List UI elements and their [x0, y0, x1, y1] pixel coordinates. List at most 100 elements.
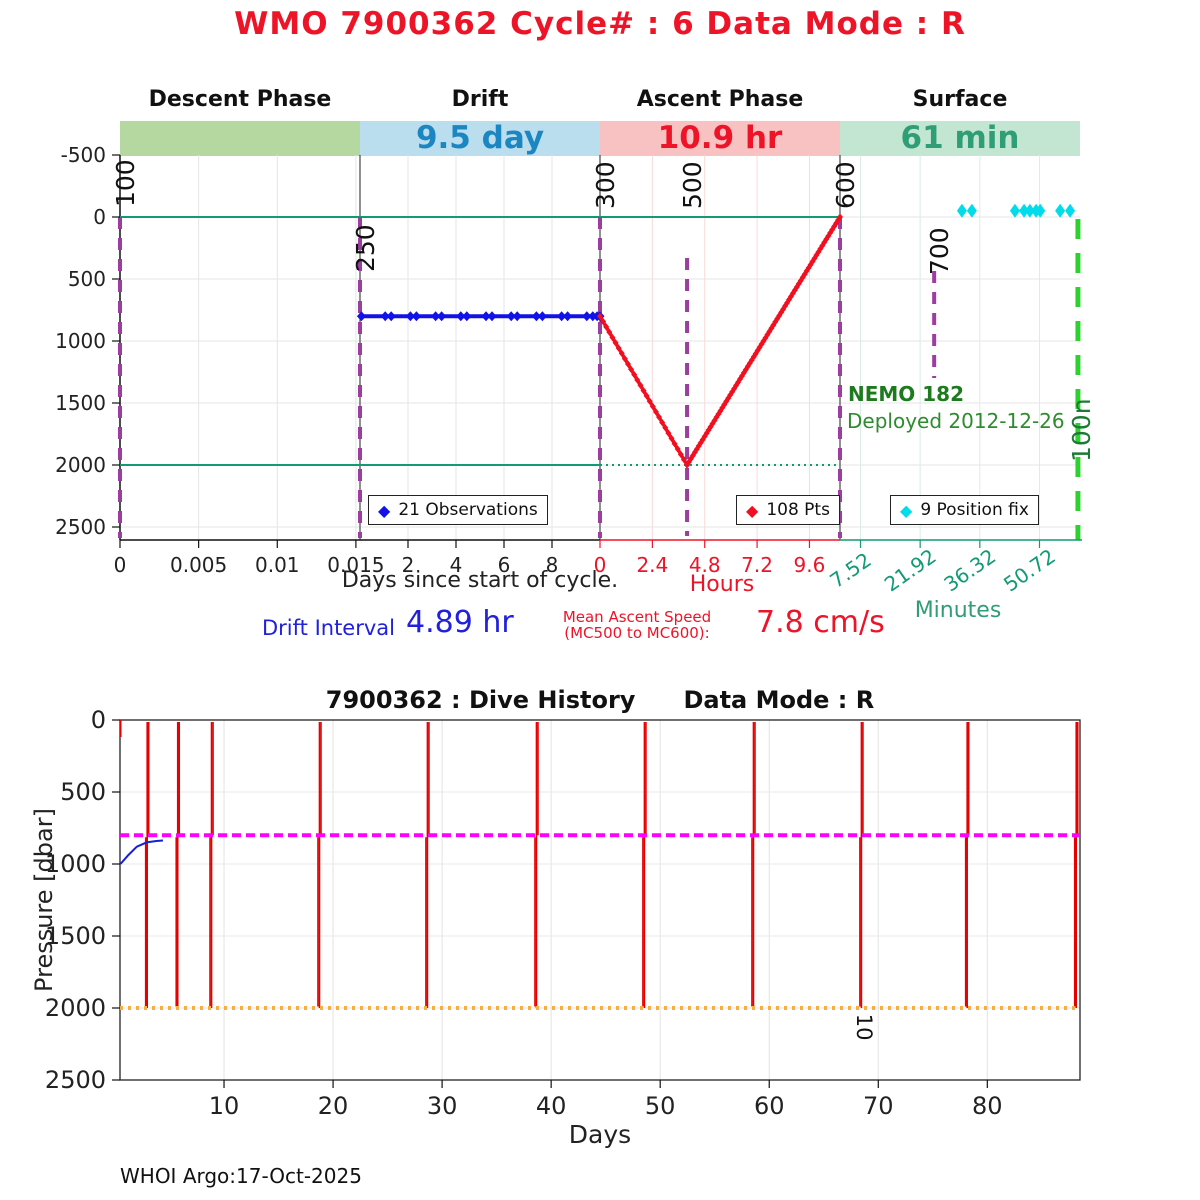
- x-tick-label: 4: [450, 553, 463, 577]
- x-tick-label-bottom: 40: [536, 1092, 567, 1120]
- mc-label-500: 500: [678, 161, 707, 209]
- mc-label-250: 250: [351, 224, 380, 272]
- position-fix-marker: [1024, 203, 1035, 218]
- position-fix-marker: [1065, 203, 1076, 218]
- ascent-profile-marker: [671, 440, 678, 448]
- deployed-date-annotation: Deployed 2012-12-26: [847, 409, 1065, 433]
- x-tick-label-minutes: 7.52: [825, 548, 875, 593]
- ascent-profile-marker: [680, 456, 687, 464]
- ascent-profile-marker: [668, 434, 675, 442]
- red-diamond-icon: ◆: [746, 500, 759, 520]
- y-tick-label: 2000: [55, 453, 106, 477]
- y-tick-label: 0: [93, 205, 106, 229]
- drift-observation-marker: [487, 311, 497, 322]
- surface-duration-value: 61 min: [900, 120, 1020, 156]
- phase-band-0: [120, 121, 360, 156]
- ascent-profile-marker: [600, 318, 607, 326]
- ascent-profile-marker: [603, 323, 610, 331]
- phase-title-ascent: Ascent Phase: [636, 87, 804, 112]
- dive-history-title: 7900362 : Dive History Data Mode : R: [0, 686, 1200, 714]
- ascent-profile-marker: [652, 408, 659, 416]
- x-tick-label-bottom: 70: [863, 1092, 894, 1120]
- drift-observation-marker: [506, 311, 516, 322]
- drift-observation-marker: [537, 311, 547, 322]
- ascent-profile-marker: [640, 387, 647, 395]
- mc-label-300: 300: [591, 161, 620, 209]
- phase-title-descent: Descent Phase: [148, 87, 332, 112]
- x-tick-label: 0.015: [327, 553, 384, 577]
- drift-observation-marker: [456, 311, 466, 322]
- mc-label-100n: 100n: [1067, 398, 1096, 462]
- x-tick-label-bottom: 60: [754, 1092, 785, 1120]
- drift-observation-marker: [563, 311, 573, 322]
- mc-label-700: 700: [925, 227, 954, 275]
- drift-observation-marker: [411, 311, 421, 322]
- ascent-profile-marker: [621, 355, 628, 363]
- legend-position-fix: ◆ 9 Position fix: [890, 495, 1039, 525]
- mc-label-600: 600: [831, 161, 860, 209]
- ascent-profile-marker: [674, 445, 681, 453]
- ascent-profile-marker: [612, 339, 619, 347]
- y-tick-label-bottom: 0: [91, 706, 106, 734]
- mean-ascent-speed-label: Mean Ascent Speed (MC500 to MC600):: [546, 609, 728, 641]
- drift-observation-marker: [405, 311, 415, 322]
- drift-observation-marker: [512, 311, 522, 322]
- blue-diamond-icon: ◆: [378, 500, 391, 520]
- ascent-profile-marker: [646, 397, 653, 405]
- mean-ascent-speed-label-line2: (MC500 to MC600):: [564, 624, 710, 642]
- drift-interval-value: 4.89 hr: [406, 605, 514, 640]
- legend-position-fix-label: 9 Position fix: [920, 500, 1029, 520]
- x-tick-label-minutes: 36.32: [939, 544, 1000, 597]
- phase-title-surface: Surface: [912, 87, 1008, 112]
- x-tick-label-minutes: 21.92: [880, 544, 941, 597]
- x-tick-label-bottom: 20: [318, 1092, 349, 1120]
- mean-ascent-speed-label-line1: Mean Ascent Speed: [562, 608, 712, 626]
- ascent-profile-marker: [637, 381, 644, 389]
- dive-history-data-mode: Data Mode : R: [683, 686, 875, 714]
- ascent-profile-marker: [624, 360, 631, 368]
- ascent-profile-marker: [656, 413, 663, 421]
- x-tick-label: 6: [498, 553, 511, 577]
- legend-points: ◆ 108 Pts: [736, 495, 840, 525]
- x-tick-label: 0.005: [170, 553, 227, 577]
- position-fix-marker: [1019, 203, 1030, 218]
- x-tick-label: 8: [546, 553, 559, 577]
- ascent-profile-marker: [662, 424, 669, 432]
- page-title: WMO 7900362 Cycle# : 6 Data Mode : R: [234, 6, 966, 42]
- ascent-profile-marker: [618, 349, 625, 357]
- ascent-profile-marker: [597, 312, 603, 320]
- x-tick-label: 7.2: [741, 553, 773, 577]
- footer-credit: WHOI Argo:17-Oct-2025: [120, 1164, 362, 1188]
- ascent-profile-marker: [837, 213, 843, 221]
- y-tick-label-bottom: 2000: [45, 994, 106, 1022]
- x-tick-label-bottom: 10: [209, 1092, 240, 1120]
- x-tick-label: 9.6: [794, 553, 826, 577]
- pressure-axis-label: Pressure [dbar]: [30, 808, 58, 992]
- cycle-number-label: 10: [852, 1014, 876, 1041]
- drift-observation-marker: [380, 311, 390, 322]
- y-tick-label: 1000: [55, 329, 106, 353]
- legend-points-label: 108 Pts: [766, 500, 830, 520]
- hours-axis-caption: Hours: [689, 572, 755, 597]
- ascent-profile-marker: [606, 328, 613, 336]
- ascent-profile-marker: [628, 365, 635, 373]
- y-tick-label-bottom: 1000: [45, 850, 106, 878]
- position-fix-marker: [1055, 203, 1066, 218]
- mc-label-100: 100: [111, 159, 140, 207]
- dive-history-frame: [119, 719, 1081, 1081]
- phase-band-3: [840, 121, 1080, 156]
- x-tick-label: 0.01: [255, 553, 300, 577]
- position-fix-marker: [966, 203, 977, 218]
- phase-band-1: [360, 121, 600, 156]
- days-axis-caption: Days since start of cycle.: [341, 568, 619, 593]
- position-fix-marker: [1035, 203, 1046, 218]
- legend-observations-label: 21 Observations: [398, 500, 538, 520]
- drift-duration-value: 9.5 day: [415, 120, 545, 156]
- y-tick-label: 2500: [55, 515, 106, 539]
- x-tick-label: 2: [402, 553, 415, 577]
- ascent-profile-marker: [634, 376, 641, 384]
- phase-title-drift: Drift: [451, 87, 509, 112]
- drift-observation-marker: [386, 311, 396, 322]
